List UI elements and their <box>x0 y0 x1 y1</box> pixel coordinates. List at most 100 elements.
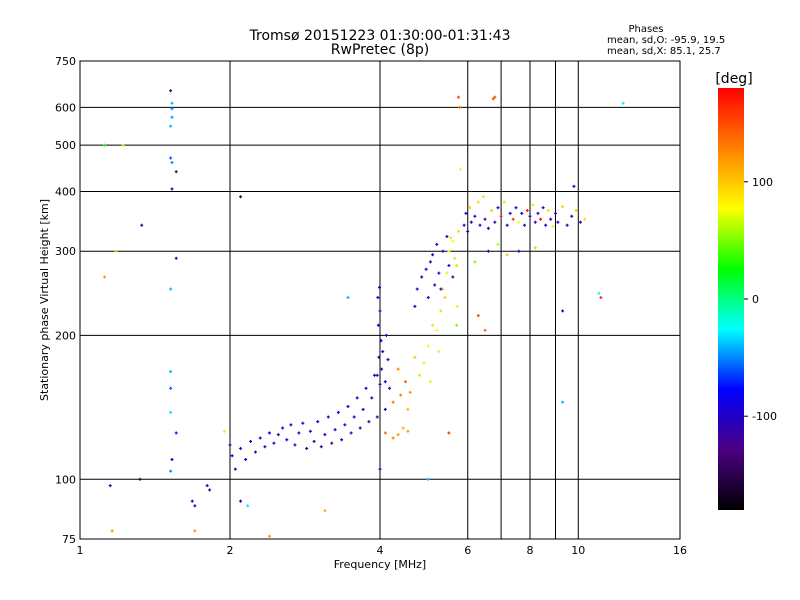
data-point <box>301 421 305 425</box>
data-point <box>458 167 462 171</box>
data-point <box>468 206 472 210</box>
data-point <box>336 410 340 414</box>
data-point <box>375 373 379 377</box>
data-point <box>174 431 178 435</box>
data-point <box>533 246 537 250</box>
data-point <box>370 396 374 400</box>
colorbar <box>718 88 744 510</box>
data-point <box>493 95 497 99</box>
data-point <box>502 200 506 204</box>
x-tick-label: 16 <box>673 544 687 557</box>
data-point <box>378 382 382 386</box>
data-point <box>451 239 455 243</box>
data-point <box>447 431 451 435</box>
y-axis-label: Stationary phase Virtual Height [km] <box>38 199 51 401</box>
data-point <box>505 223 509 227</box>
data-point <box>435 328 439 332</box>
data-point <box>378 309 382 313</box>
data-point <box>367 420 371 424</box>
data-point <box>376 296 380 300</box>
data-point <box>308 429 312 433</box>
data-point <box>246 504 250 508</box>
data-point <box>449 236 453 240</box>
data-point <box>399 393 403 397</box>
data-point <box>544 223 548 227</box>
colorbar-tick-label: -100 <box>752 410 777 423</box>
data-point <box>239 446 243 450</box>
data-point <box>517 220 521 224</box>
data-point <box>346 404 350 408</box>
x-tick-label: 1 <box>77 544 84 557</box>
data-point <box>358 426 362 430</box>
data-point <box>330 441 334 445</box>
data-point <box>428 260 432 264</box>
data-point <box>244 457 248 461</box>
data-point <box>377 355 381 359</box>
data-point <box>170 101 174 105</box>
data-point <box>424 267 428 271</box>
data-point <box>281 426 285 430</box>
data-point <box>170 115 174 119</box>
data-point <box>481 195 485 199</box>
data-point <box>451 275 455 279</box>
data-point <box>380 367 384 371</box>
data-point <box>599 296 603 300</box>
data-points <box>103 89 625 538</box>
data-point <box>541 206 545 210</box>
data-point <box>493 220 497 224</box>
data-point <box>478 223 482 227</box>
data-point <box>572 184 576 188</box>
data-point <box>377 285 381 289</box>
plot-frame <box>79 60 681 540</box>
data-point <box>520 211 524 215</box>
data-point <box>523 223 527 227</box>
data-point <box>205 484 209 488</box>
data-point <box>355 396 359 400</box>
data-point <box>285 438 289 442</box>
data-point <box>443 296 447 300</box>
data-point <box>455 264 459 268</box>
chart-subtitle: RwPretec (8p) <box>331 42 429 58</box>
data-point <box>383 431 387 435</box>
x-tick-label: 4 <box>377 544 384 557</box>
data-point <box>223 429 227 433</box>
data-point <box>556 220 560 224</box>
data-point <box>455 304 459 308</box>
data-point <box>391 400 395 404</box>
data-point <box>384 333 388 337</box>
phases-heading: Phases <box>628 24 663 35</box>
y-tick-label: 600 <box>55 101 76 114</box>
data-point <box>170 107 174 111</box>
data-point <box>415 287 419 291</box>
colorbar-label: [deg] <box>715 71 752 87</box>
data-point <box>476 200 480 204</box>
data-point <box>373 373 377 377</box>
data-point <box>408 390 412 394</box>
data-point <box>103 275 107 279</box>
x-tick-label: 10 <box>571 544 585 557</box>
data-point <box>228 443 232 447</box>
y-tick-label: 400 <box>55 185 76 198</box>
chart-title: Tromsø 20151223 01:30:00-01:31:43 <box>249 28 511 44</box>
data-point <box>267 431 271 435</box>
data-point <box>490 209 494 213</box>
data-point <box>169 370 173 374</box>
data-point <box>323 433 327 437</box>
data-point <box>406 407 410 411</box>
data-point <box>386 358 390 362</box>
data-point <box>445 235 449 239</box>
data-point <box>138 477 142 481</box>
data-point <box>413 304 417 308</box>
data-point <box>267 534 271 538</box>
data-point <box>312 439 316 443</box>
phases-x-line: mean, sd,X: 85.1, 25.7 <box>607 46 721 57</box>
data-point <box>496 206 500 210</box>
y-tick-label: 500 <box>55 139 76 152</box>
data-point <box>208 488 212 492</box>
data-point <box>233 467 237 471</box>
data-point <box>396 433 400 437</box>
y-tick-label: 100 <box>55 473 76 486</box>
data-point <box>445 271 449 275</box>
data-point <box>406 429 410 433</box>
